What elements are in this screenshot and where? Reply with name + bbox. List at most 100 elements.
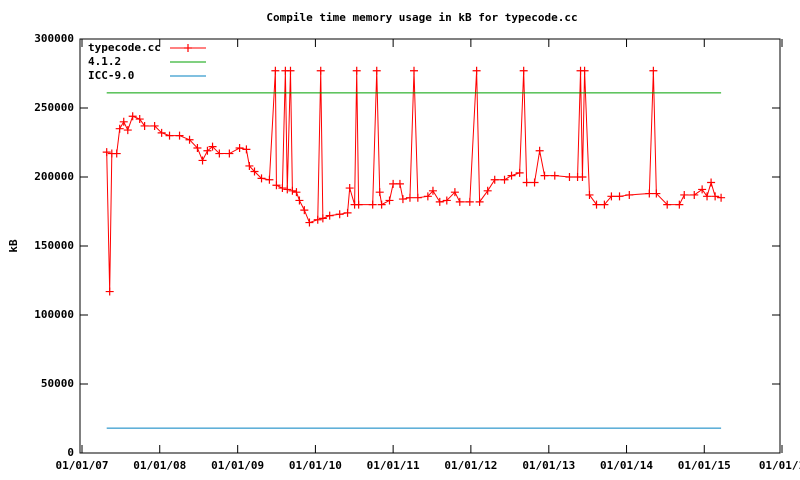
data-point <box>442 196 451 205</box>
data-point <box>663 200 672 209</box>
data-point <box>316 66 325 75</box>
data-point <box>428 186 437 195</box>
x-tick-label: 01/01/15 <box>678 459 731 472</box>
series-line <box>106 70 722 292</box>
data-point <box>128 112 137 121</box>
data-point <box>345 184 354 193</box>
data-point <box>313 215 322 224</box>
data-point <box>698 185 707 194</box>
data-point <box>600 200 609 209</box>
data-point <box>413 193 422 202</box>
data-point <box>500 175 509 184</box>
data-point <box>193 144 202 153</box>
x-tick-label: 01/01/1 <box>759 459 800 472</box>
data-point <box>540 171 549 180</box>
data-point <box>165 131 174 140</box>
x-tick-label: 01/01/09 <box>211 459 264 472</box>
data-point <box>325 211 334 220</box>
data-point <box>318 214 327 223</box>
data-point <box>550 171 559 180</box>
data-point <box>288 186 297 195</box>
y-tick-label: 250000 <box>34 101 74 114</box>
data-point <box>465 197 474 206</box>
data-point <box>105 287 114 296</box>
data-point <box>522 178 531 187</box>
data-point <box>295 196 304 205</box>
data-point <box>410 66 419 75</box>
x-tick-label: 01/01/13 <box>522 459 575 472</box>
data-point <box>717 193 726 202</box>
data-point <box>185 135 194 144</box>
data-point <box>405 193 414 202</box>
data-point <box>711 192 720 201</box>
x-tick-label: 01/01/11 <box>367 459 420 472</box>
data-point <box>395 179 404 188</box>
data-point <box>385 196 394 205</box>
data-point <box>354 200 363 209</box>
data-point <box>652 189 661 198</box>
data-point <box>119 117 128 126</box>
y-tick-label: 0 <box>67 446 74 459</box>
data-point <box>377 200 386 209</box>
legend-label: ICC-9.0 <box>88 69 134 82</box>
data-point <box>123 126 132 135</box>
data-point <box>625 190 634 199</box>
data-point <box>690 190 699 199</box>
x-tick-label: 01/01/12 <box>444 459 497 472</box>
data-point <box>292 188 301 197</box>
data-point <box>283 185 292 194</box>
data-point <box>140 121 149 130</box>
data-point <box>115 124 124 133</box>
data-point <box>483 186 492 195</box>
data-point <box>615 192 624 201</box>
data-point <box>102 148 111 157</box>
y-tick-label: 200000 <box>34 170 74 183</box>
y-axis-label: kB <box>7 239 20 253</box>
data-point <box>455 197 464 206</box>
data-point <box>519 66 528 75</box>
data-point <box>565 173 574 181</box>
data-point <box>157 128 166 137</box>
data-point <box>578 173 587 181</box>
data-point <box>375 188 384 197</box>
y-tick-label: 50000 <box>41 377 74 390</box>
data-point <box>707 178 716 187</box>
data-point <box>580 66 589 75</box>
x-tick-label: 01/01/07 <box>56 459 109 472</box>
legend-label: typecode.cc <box>88 41 161 54</box>
data-point <box>592 200 601 209</box>
data-point <box>335 210 344 219</box>
y-tick-label: 150000 <box>34 239 74 252</box>
data-point <box>649 66 658 75</box>
data-point <box>389 179 398 188</box>
data-point <box>135 115 144 124</box>
x-tick-label: 01/01/10 <box>289 459 342 472</box>
data-point <box>680 190 689 199</box>
y-tick-label: 300000 <box>34 32 74 45</box>
x-tick-label: 01/01/14 <box>600 459 653 472</box>
data-point <box>300 206 309 215</box>
data-point <box>352 66 361 75</box>
data-point <box>286 66 295 75</box>
data-point <box>450 188 459 197</box>
data-point <box>265 175 274 184</box>
data-point <box>245 161 254 170</box>
data-point <box>703 192 712 201</box>
data-point <box>398 195 407 204</box>
data-point <box>472 66 481 75</box>
data-point <box>235 144 244 153</box>
data-point <box>242 145 251 154</box>
data-point <box>250 167 259 176</box>
data-point <box>535 146 544 155</box>
data-point <box>585 190 594 199</box>
data-point <box>257 174 266 183</box>
data-point <box>208 142 217 151</box>
data-point <box>423 192 432 201</box>
data-point <box>215 149 224 158</box>
data-point <box>507 171 516 180</box>
data-point <box>607 192 616 201</box>
data-point <box>645 189 654 198</box>
data-point <box>372 66 381 75</box>
